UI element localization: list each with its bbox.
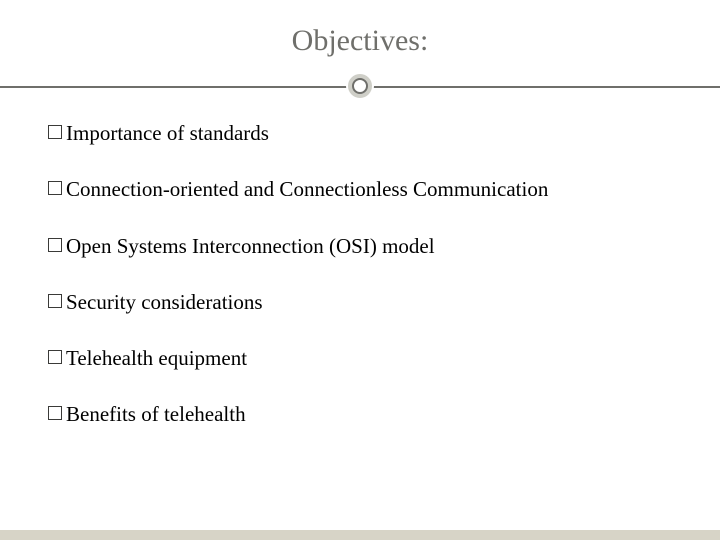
list-item: Benefits of telehealth xyxy=(48,401,672,427)
square-bullet-icon xyxy=(48,294,62,308)
title-divider xyxy=(48,72,672,102)
square-bullet-icon xyxy=(48,181,62,195)
square-bullet-icon xyxy=(48,125,62,139)
square-bullet-icon xyxy=(48,406,62,420)
list-item: Open Systems Interconnection (OSI) model xyxy=(48,233,672,259)
square-bullet-icon xyxy=(48,238,62,252)
bullet-text: Importance of standards xyxy=(66,120,269,146)
list-item: Connection-oriented and Connectionless C… xyxy=(48,176,672,202)
bullet-text: Open Systems Interconnection (OSI) model xyxy=(66,233,435,259)
list-item: Security considerations xyxy=(48,289,672,315)
bullet-list: Importance of standards Connection-orien… xyxy=(48,120,672,428)
list-item: Importance of standards xyxy=(48,120,672,146)
bullet-text: Benefits of telehealth xyxy=(66,401,246,427)
square-bullet-icon xyxy=(48,350,62,364)
divider-circle-icon xyxy=(346,72,374,100)
slide: Objectives: Importance of standards Conn… xyxy=(0,0,720,540)
list-item: Telehealth equipment xyxy=(48,345,672,371)
footer-accent-bar xyxy=(0,530,720,540)
bullet-text: Connection-oriented and Connectionless C… xyxy=(66,176,548,202)
bullet-text: Security considerations xyxy=(66,289,263,315)
bullet-text: Telehealth equipment xyxy=(66,345,247,371)
slide-title: Objectives: xyxy=(48,24,672,58)
